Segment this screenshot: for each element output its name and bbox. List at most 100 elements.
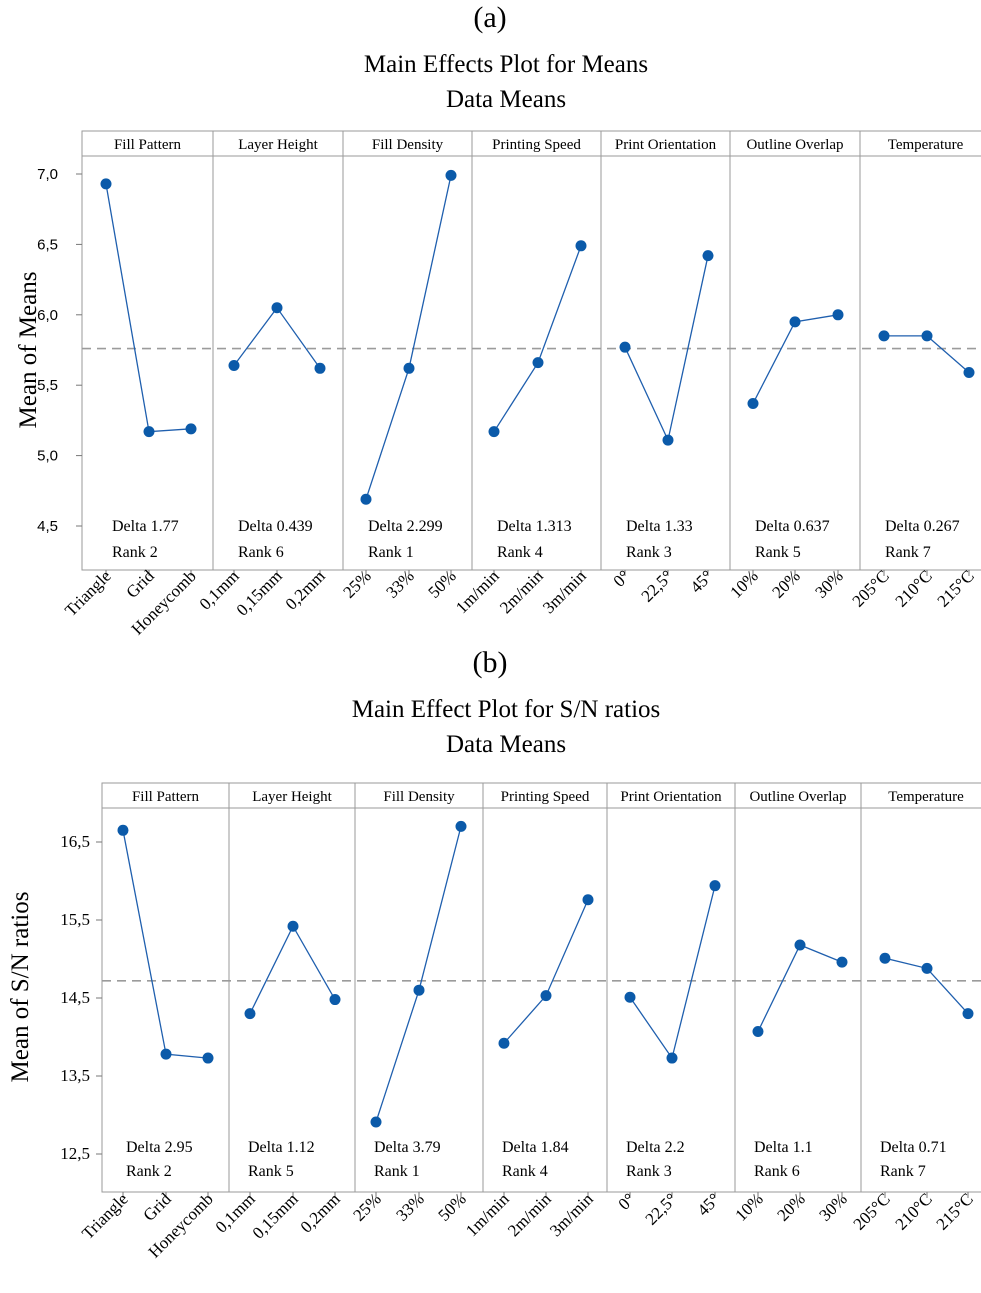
series-line [752,314,839,404]
rank-annotation: Rank 1 [368,544,414,561]
x-tick-label: 2m/min [496,566,547,617]
data-point [413,984,425,996]
rank-annotation: Rank 2 [126,1163,172,1180]
data-point [963,367,975,379]
factor-header: Fill Pattern [114,137,182,153]
chart-panel-a: (a) Main Effects Plot for Means Data Means… [15,1,981,639]
x-tick-label: 45° [694,1189,724,1219]
factor-header: Fill Pattern [132,789,200,805]
chart-panel-b: (b) Main Effect Plot for S/N ratios Data M… [7,646,981,1262]
x-tick-label: 0° [615,1189,639,1213]
factor-header: Printing Speed [492,137,581,153]
delta-annotation: Delta 1.1 [754,1139,813,1156]
data-point [794,939,806,951]
x-tick-label: 0,2mm [282,566,329,613]
x-tick-label: 50% [434,1189,469,1224]
plot-frame [101,782,981,1193]
factor-header: Printing Speed [501,789,590,805]
x-tick-label: Triangle [78,1189,132,1243]
x-tick-label: 0,15mm [249,1189,302,1242]
data-point [498,1037,510,1049]
factor-header: Print Orientation [620,789,722,805]
series-line [365,175,452,500]
data-point [287,920,299,932]
delta-annotation: Delta 2.95 [126,1139,193,1156]
series-line [503,899,589,1044]
x-tick-label: 0,15mm [233,566,286,619]
data-point [582,894,594,906]
x-tick-label: Grid [139,1189,175,1225]
delta-annotation: Delta 1.77 [112,518,179,535]
data-point [624,991,636,1003]
data-point [117,824,129,836]
x-tick-label: 33% [382,566,417,601]
data-point [752,1026,764,1038]
series-line [233,306,321,369]
y-tick-label: 5,5 [37,377,58,394]
data-point [143,426,155,438]
data-point [403,362,415,374]
x-tick-label: 10% [726,566,761,601]
factor-header: Temperature [888,789,964,805]
data-point [160,1048,172,1060]
data-point [921,330,933,342]
x-tick-label: 215°C [934,566,978,610]
data-point [202,1052,214,1064]
chart-title: Main Effect Plot for S/N ratios [352,696,661,723]
delta-annotation: Delta 1.313 [497,518,572,535]
data-point [488,426,500,438]
factor-header: Fill Density [372,137,444,153]
x-tick-label: 0,2mm [297,1189,344,1236]
panel-label: (b) [473,646,508,679]
data-point [836,956,848,968]
series-line [629,885,716,1060]
rank-annotation: Rank 6 [238,544,284,561]
x-tick-label: 20% [773,1189,808,1224]
factor-panel-outline-overlap: Outline Overlap 10% 20% 30% Delta 0.637 Rank … [726,131,847,602]
delta-annotation: Delta 2.299 [368,518,443,535]
factor-header: Print Orientation [615,137,717,153]
delta-annotation: Delta 1.33 [626,518,693,535]
data-point [879,952,891,964]
x-tick-label: 25% [339,566,374,601]
delta-annotation: Delta 0.267 [885,518,960,535]
x-tick-label: 50% [424,566,459,601]
rank-annotation: Rank 6 [754,1163,800,1180]
factor-header: Outline Overlap [746,137,843,153]
series-line [493,245,582,433]
delta-annotation: Delta 1.84 [502,1139,569,1156]
y-axis-label: Mean of Means [15,272,42,429]
delta-annotation: Delta 3.79 [374,1139,441,1156]
data-point [532,357,544,369]
y-tick-label: 16,5 [60,832,90,851]
data-point [244,1008,256,1020]
x-tick-label: 2m/min [504,1189,555,1240]
y-axis-label: Mean of S/N ratios [7,892,34,1083]
x-tick-label: 30% [815,1189,850,1224]
plot-frame [81,130,981,571]
data-point [455,820,467,832]
y-tick-label: 5,0 [37,448,58,465]
rank-annotation: Rank 1 [374,1163,420,1180]
y-tick-label: 12,5 [60,1144,90,1163]
data-point [619,341,631,353]
chart-subtitle: Data Means [446,731,566,758]
y-tick-label: 6,0 [37,307,58,324]
data-point [445,169,457,181]
data-point [962,1008,974,1020]
data-point [329,994,341,1006]
x-tick-label: 205°C [850,1189,894,1233]
x-tick-label: 22,5° [642,1189,681,1228]
delta-annotation: Delta 0.71 [880,1139,947,1156]
delta-annotation: Delta 0.637 [755,518,830,535]
data-point [789,316,801,328]
x-tick-label: 10% [731,1189,766,1224]
series-line [105,183,192,433]
factor-panel-outline-overlap: Outline Overlap 10% 20% 30% Delta 1.1 Rank 6 [731,783,851,1225]
data-point [185,423,197,435]
x-tick-label: 1m/min [452,566,503,617]
